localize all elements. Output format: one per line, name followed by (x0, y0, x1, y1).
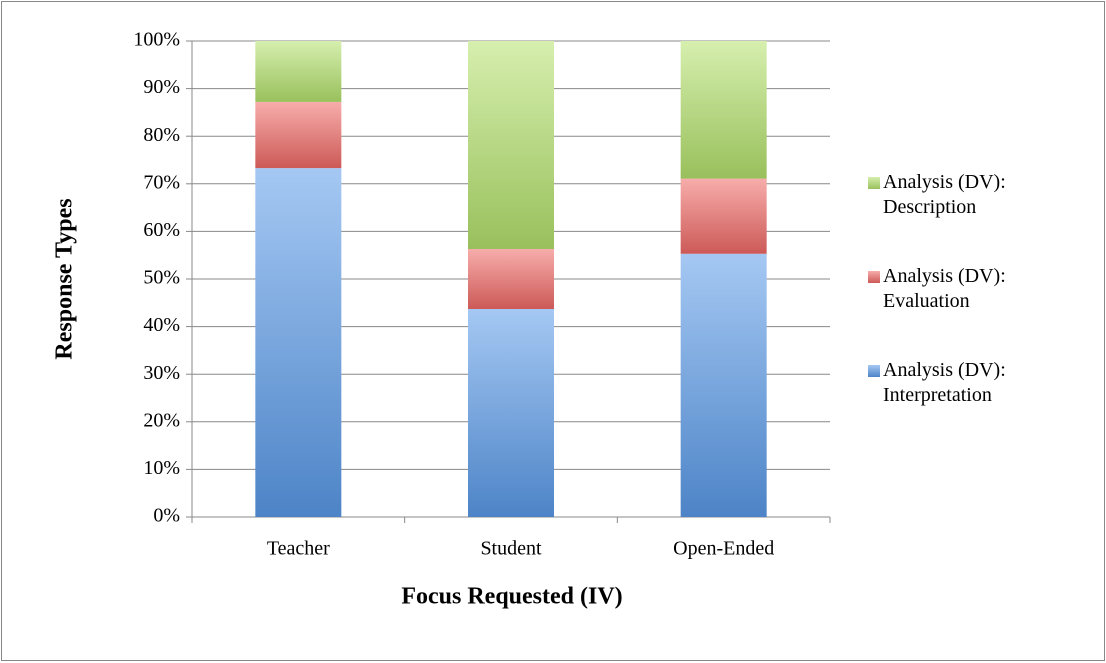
legend-swatch (868, 365, 880, 377)
legend-label: Analysis (DV): Description (883, 171, 1006, 218)
y-tick-label: 80% (143, 124, 180, 146)
legend-item: Analysis (DV): Evaluation (868, 264, 1068, 358)
bar-segment (680, 178, 767, 254)
legend-swatch (868, 177, 880, 189)
x-tick-label: Open-Ended (673, 538, 774, 560)
y-tick-label: 90% (143, 76, 180, 98)
y-tick-label: 30% (143, 362, 180, 384)
bar-segment (468, 308, 554, 517)
y-tick-label: 20% (143, 409, 180, 431)
bar-segment (468, 41, 554, 250)
legend-item: Analysis (DV): Description (868, 170, 1068, 264)
y-tick-label: 40% (143, 314, 180, 336)
y-axis-title: Response Types (52, 198, 78, 359)
legend-swatch (868, 271, 880, 283)
legend-item: Analysis (DV): Interpretation (868, 358, 1068, 452)
bar-segment (255, 41, 342, 102)
x-tick-label: Teacher (267, 538, 330, 560)
y-tick-label: 0% (153, 505, 180, 527)
legend-label: Analysis (DV): Interpretation (883, 359, 1006, 406)
bar-segment (680, 253, 767, 517)
legend: Analysis (DV): Description Analysis (DV):… (868, 170, 1068, 452)
bar-segment (255, 101, 342, 169)
bar-segment (468, 249, 554, 309)
y-tick-label: 70% (143, 171, 180, 193)
y-tick-label: 100% (133, 29, 180, 51)
bar-segment (255, 168, 342, 518)
legend-label: Analysis (DV): Evaluation (883, 265, 1006, 312)
bar-segment (680, 41, 767, 179)
x-axis-title: Focus Requested (IV) (401, 584, 622, 610)
y-tick-label: 50% (143, 267, 180, 289)
x-tick-label: Student (480, 538, 542, 560)
y-tick-label: 60% (143, 219, 180, 241)
y-tick-label: 10% (143, 457, 180, 479)
